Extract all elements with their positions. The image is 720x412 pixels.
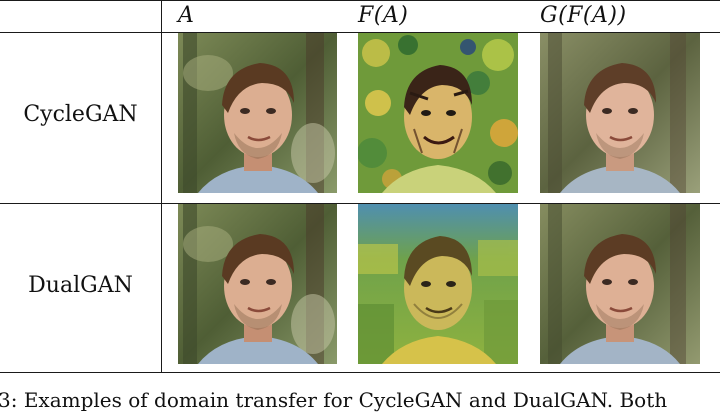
row-divider bbox=[0, 203, 720, 204]
cyclegan-input-photo bbox=[178, 33, 337, 193]
column-header-f-of-a: F(A) bbox=[358, 3, 409, 28]
row-label-dualgan: DualGAN bbox=[28, 273, 133, 298]
dualgan-translated-painting bbox=[358, 204, 518, 364]
figure-table: A F(A) G(F(A)) CycleGAN DualGAN bbox=[0, 0, 720, 373]
row-label-cyclegan: CycleGAN bbox=[23, 102, 138, 127]
cyclegan-reconstructed-photo bbox=[540, 33, 700, 193]
dualgan-input-photo bbox=[178, 204, 337, 364]
dualgan-reconstructed-photo bbox=[540, 204, 700, 364]
cyclegan-translated-painting bbox=[358, 33, 518, 193]
label-column-rule bbox=[161, 0, 162, 373]
figure-caption: 3: Examples of domain transfer for Cycle… bbox=[0, 388, 668, 412]
bottom-rule bbox=[0, 372, 720, 373]
column-header-g-of-f-of-a: G(F(A)) bbox=[540, 3, 627, 28]
header-rule bbox=[0, 32, 720, 33]
column-header-a: A bbox=[178, 3, 195, 28]
top-rule bbox=[0, 0, 720, 1]
